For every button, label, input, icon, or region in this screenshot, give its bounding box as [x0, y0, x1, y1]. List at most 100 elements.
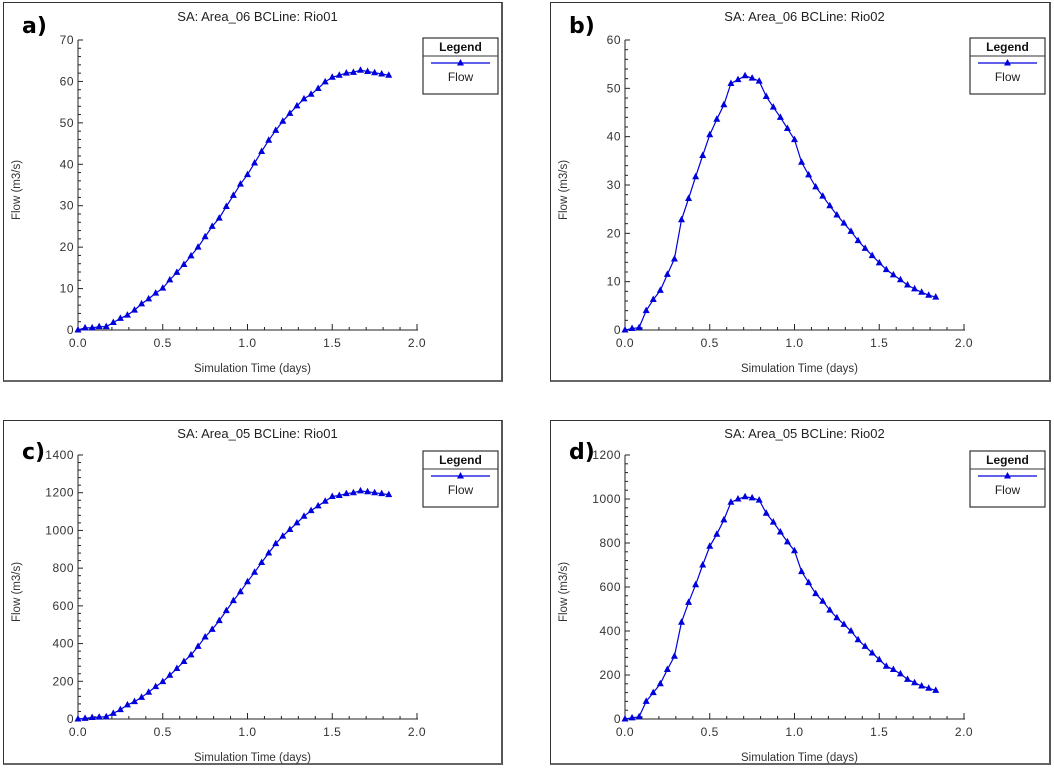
data-point-marker [713, 530, 721, 537]
chart-svg-a: a) SA: Area_06 BCLine: Rio01 0.0 0.5 1.0 1.5 2… [11, 9, 499, 375]
x-tick-label: 0.5 [154, 725, 172, 739]
legend-marker-icon [1004, 472, 1011, 479]
legend-box-d [969, 450, 1046, 508]
data-point-marker [321, 497, 329, 504]
data-point-marker [286, 109, 294, 116]
chart-panel-a: a) SA: Area_06 BCLine: Rio01 0.0 0.5 1.0 1.5 2… [3, 2, 503, 382]
data-point-marker [236, 587, 244, 595]
data-point-marker [713, 115, 721, 122]
data-point-marker [678, 618, 686, 625]
data-point-marker [244, 577, 252, 585]
data-point-marker [847, 627, 855, 634]
legend-entry-flow: Flow [448, 483, 474, 497]
data-point-marker [349, 68, 357, 75]
chart-panel-c: c) SA: Area_05 BCLine: Rio01 0.0 0.5 1.0 1.5 2… [3, 420, 503, 765]
y-tick-label: 20 [607, 226, 621, 240]
data-point-marker [720, 100, 728, 108]
data-point-marker [734, 495, 742, 502]
y-axis-label-b: Flow (m3/s) [558, 160, 570, 220]
y-tick-label: 40 [60, 157, 74, 171]
x-tick-label: 0.0 [616, 725, 634, 739]
data-point-marker [279, 532, 287, 539]
y-tick-label: 60 [607, 33, 621, 47]
y-tick-label: 0 [614, 712, 621, 726]
y-tick-label: 400 [52, 637, 74, 651]
legend-title-d: Legend [986, 453, 1029, 467]
data-point-marker [307, 90, 315, 97]
data-point-marker [692, 172, 700, 180]
data-point-marker [215, 616, 223, 624]
x-tick-label: 1.0 [785, 336, 803, 350]
x-axis-label-d: Simulation Time (days) [741, 752, 858, 764]
data-point-marker [791, 546, 799, 554]
y-tick-label: 40 [607, 130, 621, 144]
data-point-marker [109, 318, 117, 326]
data-point-marker [371, 488, 379, 496]
data-point-marker [349, 488, 357, 496]
x-tick-label: 2.0 [955, 725, 973, 739]
data-point-marker [145, 688, 153, 695]
data-point-marker [244, 170, 252, 178]
data-point-marker [805, 578, 813, 586]
y-tick-label: 1200 [45, 486, 74, 500]
data-point-marker [314, 84, 322, 91]
x-tick-label: 2.0 [408, 725, 426, 739]
data-point-marker [81, 323, 89, 331]
panel-letter-a: a) [22, 14, 47, 39]
y-tick-label: 1200 [592, 448, 621, 462]
data-point-marker [265, 549, 273, 556]
data-point-marker [635, 323, 643, 331]
data-point-marker [74, 326, 82, 333]
data-point-marker [635, 712, 643, 720]
data-point-marker [123, 311, 131, 318]
data-point-marker [826, 201, 834, 209]
panel-letter-b: b) [569, 14, 595, 39]
series-line-flow-c [77, 490, 389, 720]
y-tick-label: 0 [614, 323, 621, 337]
data-point-marker [159, 677, 167, 685]
data-point-marker [258, 147, 266, 154]
data-point-marker [918, 288, 926, 295]
chart-svg-c: c) SA: Area_05 BCLine: Rio01 0.0 0.5 1.0 1.5 2… [11, 426, 499, 764]
data-point-marker [222, 202, 230, 210]
data-point-marker [74, 715, 82, 722]
data-point-marker [896, 275, 904, 283]
data-point-marker [258, 558, 266, 565]
data-point-marker [692, 580, 700, 588]
y-tick-label: 50 [60, 116, 74, 130]
data-point-marker [300, 512, 308, 519]
x-tick-label: 0.5 [154, 336, 172, 350]
data-point-marker [229, 191, 237, 198]
y-tick-label: 1400 [45, 448, 74, 462]
chart-title-b: SA: Area_06 BCLine: Rio02 [724, 9, 884, 24]
data-point-marker [826, 606, 834, 613]
data-point-marker [769, 518, 777, 525]
data-point-marker [776, 528, 784, 535]
x-axis-label-c: Simulation Time (days) [194, 752, 311, 764]
data-point-marker [335, 71, 343, 78]
y-axis-label-d: Flow (m3/s) [558, 562, 570, 622]
data-point-marker [378, 69, 386, 77]
data-point-marker [911, 284, 919, 292]
x-tick-label: 1.5 [323, 725, 341, 739]
data-point-marker [293, 101, 301, 109]
data-point-marker [628, 324, 636, 332]
data-point-marker [769, 103, 777, 110]
data-point-marker [628, 713, 636, 721]
data-point-marker [805, 170, 813, 178]
data-point-marker [748, 493, 756, 501]
data-point-marker [385, 490, 393, 498]
data-point-marker [748, 74, 756, 81]
data-point-marker [720, 515, 728, 523]
data-point-marker [145, 294, 153, 302]
data-point-marker [819, 597, 827, 604]
data-point-marker [762, 509, 770, 516]
data-point-marker [293, 518, 301, 526]
data-point-marker [798, 158, 806, 165]
data-point-marker [166, 275, 174, 283]
data-point-marker [642, 697, 650, 704]
data-point-marker [840, 219, 848, 226]
data-point-marker [932, 686, 940, 693]
x-tick-label: 2.0 [955, 336, 973, 350]
data-point-marker [229, 596, 237, 604]
